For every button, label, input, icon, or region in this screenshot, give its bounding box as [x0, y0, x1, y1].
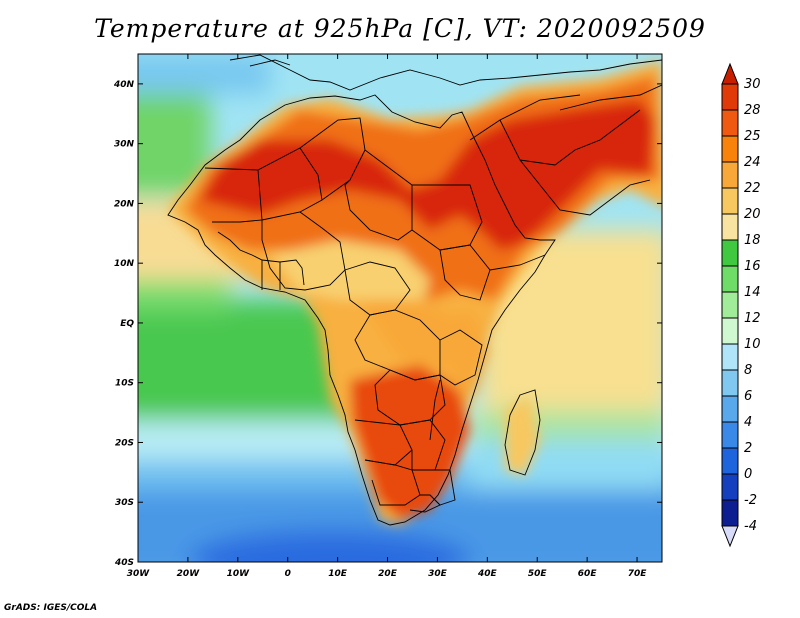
colorbar-label: 25 [744, 129, 761, 144]
lon-tick-label: 30W [127, 569, 151, 579]
plot-frame [137, 53, 663, 563]
colorbar-swatch [721, 369, 739, 397]
colorbar-bottom-arrow [721, 525, 739, 548]
lat-tick-label: 30N [114, 140, 135, 150]
colorbar-label: 14 [744, 285, 761, 300]
axis-ticks: 30W 20W 10W 0 10E 20E 30E 40E 50E 60E 70E 40N 30N 20N… [113, 54, 662, 579]
colorbar-swatch [721, 317, 739, 345]
lon-tick-label: 0 [285, 569, 291, 579]
colorbar-label: 22 [744, 181, 761, 196]
colorbar-label: 18 [744, 233, 761, 248]
colorbar-label: 12 [744, 311, 761, 326]
colorbar-label: 16 [744, 259, 761, 274]
colorbar-label: 24 [744, 155, 761, 170]
colorbar-swatch [721, 395, 739, 423]
lon-tick-label: 40E [477, 569, 498, 579]
lat-tick-label: 20N [114, 199, 135, 209]
colorbar-swatch [721, 447, 739, 475]
lon-tick-label: 70E [628, 569, 648, 579]
country-borders [167, 54, 662, 526]
colorbar-swatch [721, 187, 739, 215]
lon-tick-label: 20E [378, 569, 398, 579]
colorbar-label: 10 [744, 337, 761, 352]
colorbar-swatch [721, 473, 739, 501]
colorbar-label: 30 [744, 77, 761, 92]
colorbar-swatch [721, 109, 739, 137]
colorbar-swatch [721, 291, 739, 319]
lat-tick-label: 40S [114, 558, 134, 568]
colorbar-label: 8 [744, 363, 752, 378]
colorbar-label: 28 [744, 103, 761, 118]
lat-tick-label: 20S [115, 438, 134, 448]
colorbar-label: 2 [744, 441, 752, 456]
credit-label: GrADS: IGES/COLA [4, 603, 98, 613]
colorbar-swatch [721, 343, 739, 371]
lon-tick-label: 30E [428, 569, 448, 579]
colorbar-swatch [721, 83, 739, 111]
lon-tick-label: 50E [528, 569, 548, 579]
colorbar-label: 20 [744, 207, 761, 222]
colorbar-label: 6 [744, 389, 752, 404]
lat-tick-label: 40N [113, 80, 135, 90]
colorbar-swatch [721, 135, 739, 163]
colorbar-swatch [721, 239, 739, 267]
colorbar-label: 0 [744, 467, 752, 482]
lon-tick-label: 10W [227, 569, 251, 579]
colorbar-top-arrow [721, 62, 739, 85]
colorbar-label: -4 [744, 519, 757, 534]
colorbar-swatch [721, 499, 739, 527]
colorbar-swatch [721, 161, 739, 189]
lat-tick-label: 10N [114, 259, 135, 269]
colorbar-label: -2 [744, 493, 757, 508]
map-title: Temperature at 925hPa [C], VT: 202009250… [94, 14, 706, 43]
lat-tick-label: EQ [120, 319, 134, 329]
colorbar-swatch [721, 265, 739, 293]
lon-tick-label: 10E [328, 569, 348, 579]
colorbar-swatch [721, 213, 739, 241]
lat-tick-label: 10S [115, 379, 134, 389]
lon-tick-label: 60E [578, 569, 598, 579]
colorbar-swatch [721, 421, 739, 449]
temperature-field [138, 54, 662, 562]
lat-tick-label: 30S [115, 498, 134, 508]
lon-tick-label: 20W [177, 569, 201, 579]
colorbar-label: 4 [744, 415, 752, 430]
